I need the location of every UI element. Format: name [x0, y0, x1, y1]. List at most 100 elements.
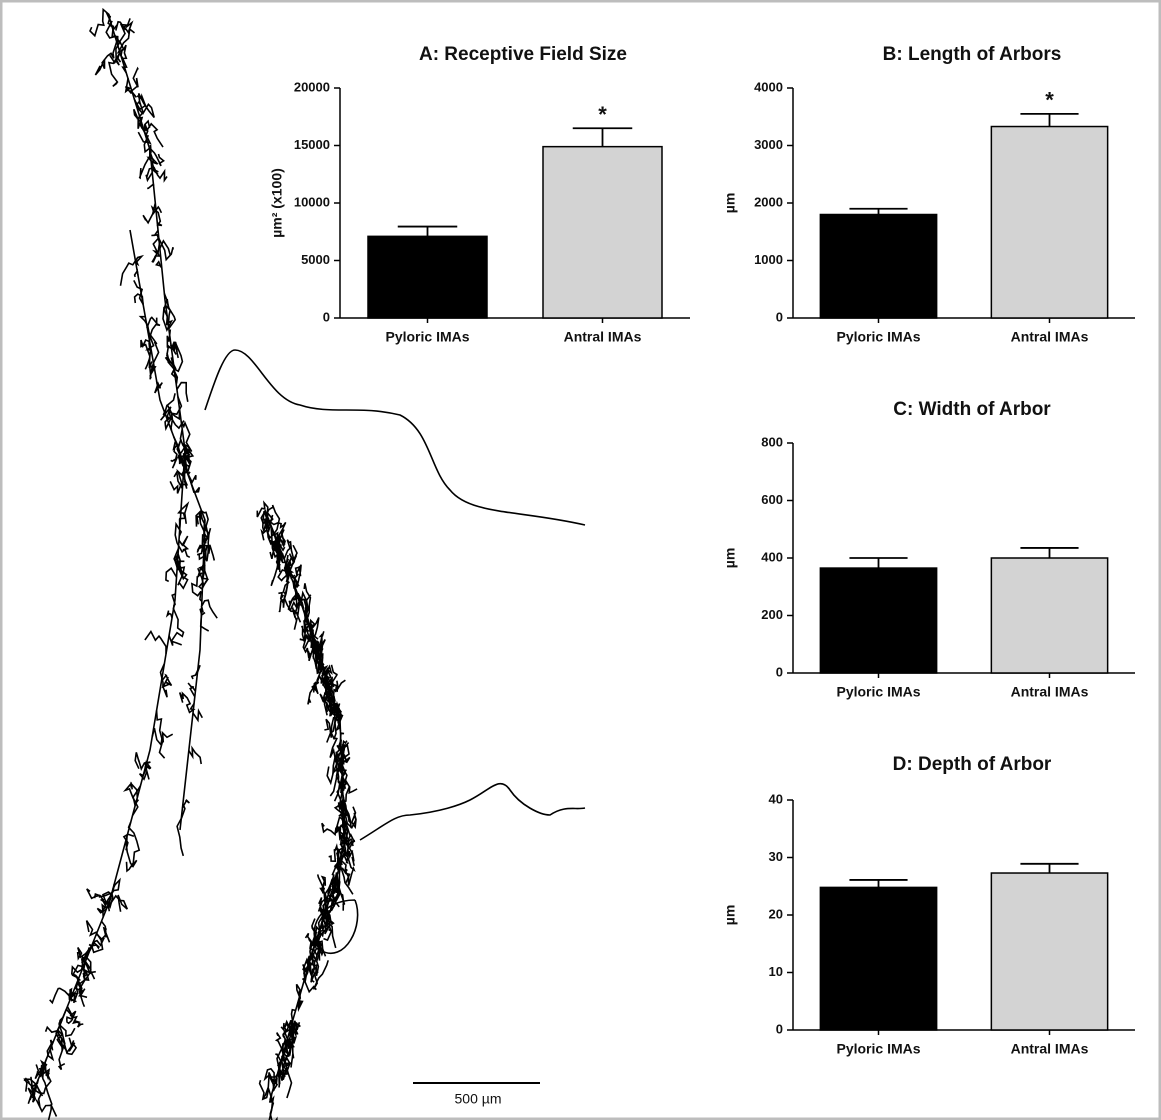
dendrite	[288, 589, 297, 606]
dendrite	[337, 785, 351, 818]
y-tick-label: 20	[769, 906, 783, 921]
y-axis-label: µm² (x100)	[269, 168, 285, 238]
y-tick-label: 0	[776, 1021, 783, 1036]
dendrite	[145, 166, 168, 183]
bar	[990, 557, 1109, 674]
y-tick-label: 0	[323, 309, 330, 324]
dendrite	[334, 822, 345, 834]
bar	[367, 235, 488, 319]
dendrite	[147, 331, 160, 380]
dendrite	[320, 663, 338, 693]
dendrite	[181, 420, 193, 455]
x-tick-label: Antral IMAs	[1011, 329, 1089, 345]
dendrite	[176, 803, 186, 857]
y-tick-label: 2000	[754, 194, 783, 209]
chart-title: D: Depth of Arbor	[893, 754, 1052, 775]
dendrite	[130, 781, 139, 798]
dendrite	[335, 714, 344, 732]
y-tick-label: 800	[761, 434, 783, 449]
dendrite	[151, 243, 161, 263]
y-tick-label: 400	[761, 549, 783, 564]
dendrite	[94, 41, 118, 76]
x-tick-label: Pyloric IMAs	[836, 1041, 920, 1057]
dendrite	[30, 1061, 52, 1095]
dendrite	[335, 863, 354, 895]
dendrite	[292, 577, 298, 589]
dendrite	[188, 745, 202, 765]
dendrite	[282, 564, 290, 595]
dendrite	[268, 520, 287, 545]
x-tick-label: Antral IMAs	[564, 329, 642, 345]
dendrite	[339, 839, 346, 858]
y-axis-label: µm	[722, 905, 738, 926]
dendrite	[107, 52, 121, 87]
dendrite	[173, 548, 188, 581]
dendrite	[138, 149, 151, 180]
dendrite	[343, 806, 357, 830]
dendrite	[144, 119, 151, 137]
dendrite	[122, 781, 139, 817]
dendrite	[113, 18, 134, 44]
bar	[819, 567, 938, 674]
dendrite	[65, 1008, 77, 1025]
dendrite	[178, 691, 196, 714]
dendrite	[125, 821, 141, 873]
dendrite	[309, 617, 320, 638]
y-axis-label: µm	[722, 193, 738, 214]
dendrite	[34, 1064, 43, 1080]
dendrite	[170, 441, 179, 469]
dendrite	[165, 610, 173, 619]
dendrite	[144, 348, 152, 370]
dendrite	[159, 663, 168, 698]
dendrite	[133, 108, 147, 132]
dendrite	[260, 510, 274, 532]
dendrite	[326, 698, 338, 743]
y-tick-label: 10000	[294, 194, 330, 209]
y-tick-label: 30	[769, 849, 783, 864]
dendrite	[174, 553, 185, 571]
dendrite	[322, 900, 329, 926]
dendrite	[134, 752, 151, 772]
y-tick-label: 4000	[754, 79, 783, 94]
dendrite	[324, 881, 336, 926]
dendrite	[322, 670, 332, 695]
dendrite	[170, 604, 185, 642]
chart-title: B: Length of Arbors	[883, 44, 1062, 65]
y-axis-label: µm	[722, 548, 738, 569]
dendrite	[169, 468, 184, 494]
dendrite	[49, 987, 73, 1005]
dendrite	[138, 315, 155, 351]
y-tick-label: 0	[776, 664, 783, 679]
dendrite	[311, 953, 329, 990]
dendrite	[70, 949, 89, 982]
axon	[359, 783, 586, 841]
dendrite	[146, 316, 161, 340]
x-tick-label: Antral IMAs	[1011, 1041, 1089, 1057]
dendrite	[333, 780, 344, 802]
dendrite	[131, 66, 139, 92]
dendrite	[80, 954, 89, 978]
y-tick-label: 15000	[294, 137, 330, 152]
dendrite	[135, 99, 152, 145]
dendrite	[187, 682, 196, 698]
dendrite	[165, 566, 178, 583]
dendrite	[319, 875, 329, 904]
dendrite	[341, 771, 358, 795]
dendrite	[74, 987, 88, 999]
dendrite	[338, 867, 351, 884]
dendrite	[159, 239, 171, 256]
scale-bar-label: 500 µm	[455, 1091, 502, 1107]
dendrite	[168, 635, 182, 646]
dendrite	[160, 673, 173, 689]
y-tick-label: 600	[761, 492, 783, 507]
bar	[819, 886, 938, 1031]
dendrite	[340, 739, 348, 754]
dendrite	[116, 27, 135, 60]
dendrite	[151, 202, 163, 215]
dendrite	[332, 740, 343, 775]
dendrite	[287, 568, 299, 588]
dendrite	[316, 908, 329, 947]
dendrite	[283, 1019, 291, 1032]
dendrite	[154, 380, 163, 394]
